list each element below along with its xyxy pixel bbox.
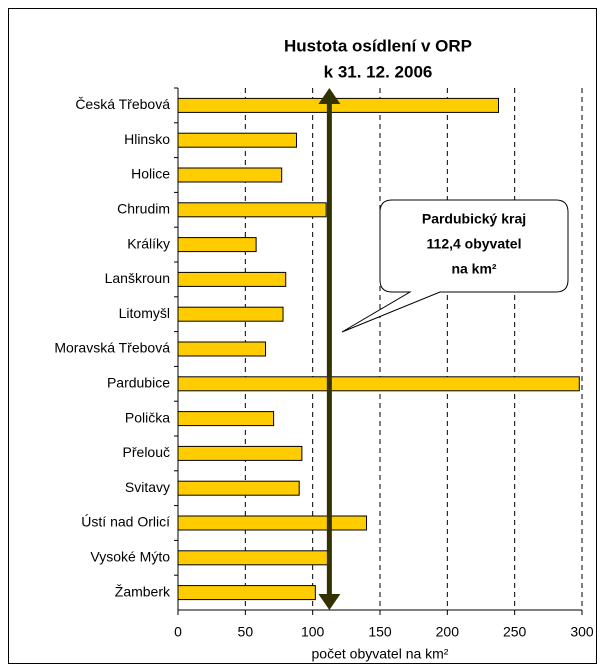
y-tick-label: Polička	[125, 409, 170, 425]
y-tick-label: Žamberk	[115, 583, 171, 599]
y-tick-label: Holice	[131, 166, 170, 182]
arrow-head	[318, 88, 341, 104]
callout-text: na km²	[451, 261, 496, 277]
x-tick-label: 150	[368, 624, 392, 640]
y-tick-label: Přelouč	[123, 444, 170, 460]
x-tick-label: 50	[238, 624, 254, 640]
bar	[177, 306, 284, 322]
bar	[177, 97, 500, 113]
arrow-head	[318, 594, 341, 610]
y-tick-label: Vysoké Mýto	[90, 549, 170, 565]
callout-text: 112,4 obyvatel	[427, 236, 522, 252]
bar	[177, 341, 267, 357]
bar	[177, 271, 287, 287]
x-tick-label: 250	[503, 624, 527, 640]
x-tick-label: 200	[436, 624, 460, 640]
y-tick-label: Moravská Třebová	[54, 340, 170, 356]
bar	[177, 515, 368, 531]
bar	[177, 376, 580, 392]
chart-title: Hustota osídlení v ORP	[284, 36, 472, 55]
bar	[177, 550, 331, 566]
bar	[177, 202, 327, 218]
bar	[177, 167, 283, 183]
y-tick-label: Chrudim	[117, 201, 170, 217]
bar	[177, 480, 300, 496]
x-tick-label: 0	[174, 624, 182, 640]
bar	[177, 445, 303, 461]
y-tick-label: Litomyšl	[119, 305, 170, 321]
x-tick-label: 100	[301, 624, 325, 640]
bar	[177, 237, 257, 253]
y-tick-label: Lanškroun	[105, 270, 170, 286]
y-tick-label: Česká Třebová	[75, 96, 170, 112]
bar	[177, 132, 298, 148]
y-tick-label: Pardubice	[107, 375, 170, 391]
x-axis-label: počet obyvatel na km²	[312, 646, 449, 662]
bar	[177, 585, 316, 601]
bar	[177, 411, 275, 427]
y-tick-label: Hlinsko	[124, 131, 170, 147]
y-tick-label: Svitavy	[125, 479, 170, 495]
callout-text: Pardubický kraj	[422, 211, 526, 227]
x-tick-label: 300	[570, 624, 594, 640]
callout-box	[341, 199, 569, 333]
chart-subtitle: k 31. 12. 2006	[324, 62, 433, 81]
y-tick-label: Ústí nad Orlicí	[81, 514, 170, 530]
y-tick-label: Králíky	[127, 235, 170, 251]
